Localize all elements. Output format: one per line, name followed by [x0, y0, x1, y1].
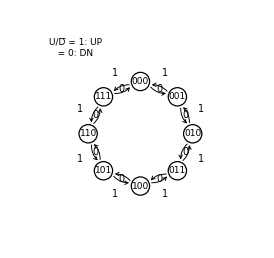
- Text: 1: 1: [198, 154, 204, 164]
- Text: 100: 100: [132, 182, 149, 191]
- FancyArrowPatch shape: [116, 172, 130, 180]
- Text: 0: 0: [182, 147, 188, 157]
- FancyArrowPatch shape: [90, 107, 98, 122]
- Text: 0: 0: [119, 174, 125, 183]
- Text: 011: 011: [169, 166, 186, 175]
- Text: 1: 1: [77, 154, 83, 164]
- Text: 1: 1: [112, 68, 118, 78]
- FancyArrowPatch shape: [183, 146, 191, 160]
- Text: 1: 1: [162, 68, 169, 78]
- FancyArrowPatch shape: [153, 83, 167, 91]
- Text: 0: 0: [182, 110, 188, 120]
- FancyArrowPatch shape: [181, 108, 186, 123]
- Circle shape: [168, 88, 187, 106]
- FancyArrowPatch shape: [115, 85, 129, 91]
- Circle shape: [184, 125, 202, 143]
- Text: 1: 1: [162, 189, 169, 199]
- FancyArrowPatch shape: [94, 109, 102, 124]
- Text: 111: 111: [95, 92, 112, 101]
- Text: 101: 101: [95, 166, 112, 175]
- Text: 0: 0: [119, 84, 125, 94]
- FancyArrowPatch shape: [179, 144, 187, 158]
- Circle shape: [131, 72, 150, 91]
- Text: 000: 000: [132, 77, 149, 86]
- Text: 0: 0: [156, 84, 162, 94]
- FancyArrowPatch shape: [184, 108, 189, 123]
- Text: 0: 0: [93, 147, 99, 157]
- Text: 010: 010: [184, 129, 201, 138]
- FancyArrowPatch shape: [114, 176, 128, 184]
- Text: 001: 001: [169, 92, 186, 101]
- Text: 110: 110: [79, 129, 97, 138]
- Text: 1: 1: [112, 189, 118, 199]
- FancyArrowPatch shape: [92, 145, 97, 160]
- Circle shape: [94, 162, 113, 180]
- FancyArrowPatch shape: [151, 87, 165, 95]
- Text: 0: 0: [156, 174, 162, 183]
- Text: 0: 0: [93, 110, 99, 120]
- Text: 1: 1: [198, 104, 204, 114]
- FancyArrowPatch shape: [95, 145, 100, 159]
- Circle shape: [131, 177, 150, 195]
- Circle shape: [94, 88, 113, 106]
- FancyArrowPatch shape: [152, 177, 166, 183]
- FancyArrowPatch shape: [152, 174, 166, 180]
- Circle shape: [168, 162, 187, 180]
- Text: = 0: DN: = 0: DN: [49, 49, 93, 58]
- Circle shape: [79, 125, 97, 143]
- Text: U/D̅ = 1: UP: U/D̅ = 1: UP: [49, 38, 102, 47]
- Text: 1: 1: [77, 104, 83, 114]
- FancyArrowPatch shape: [115, 88, 129, 93]
